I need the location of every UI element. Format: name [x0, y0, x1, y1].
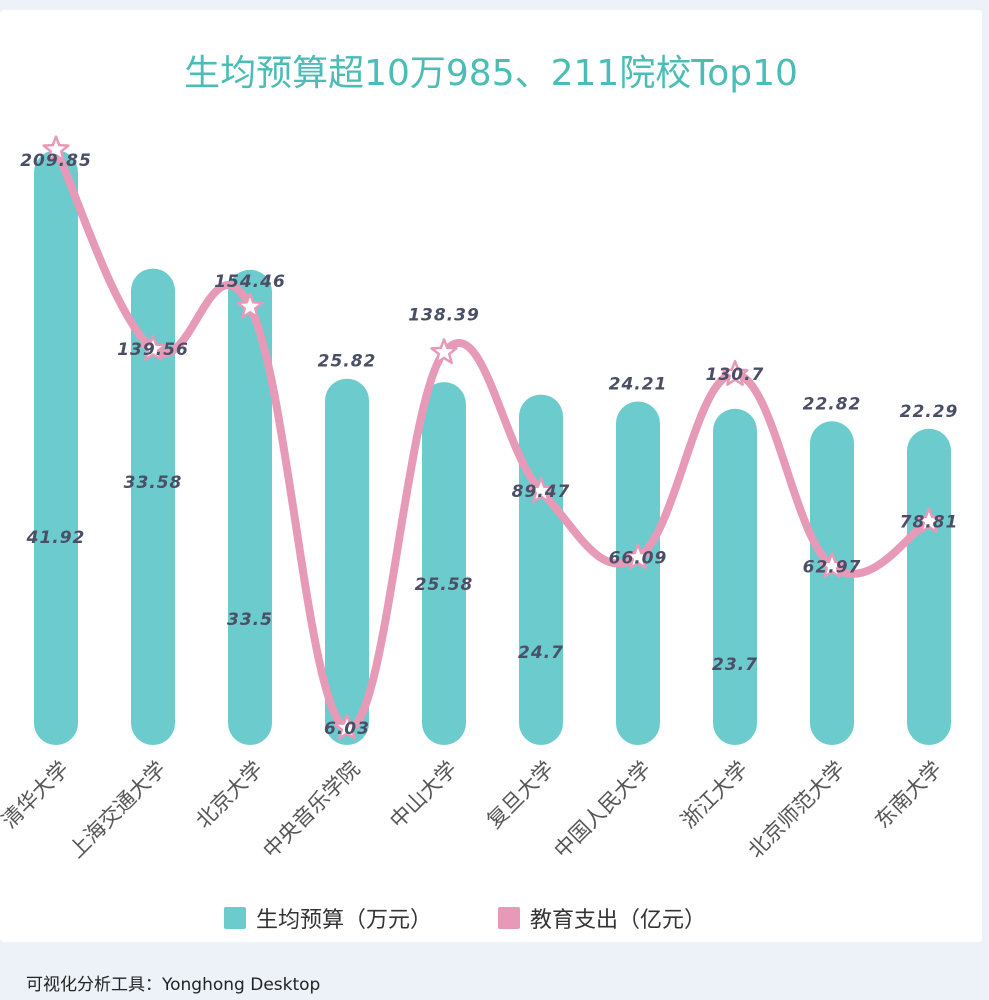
bar-北京大学: [228, 269, 272, 745]
line-value-label-中央音乐学院: 6.03: [324, 719, 370, 739]
bar-中国人民大学: [616, 401, 660, 745]
bar-value-label-中国人民大学: 24.21: [609, 375, 668, 395]
line-value-label-中国人民大学: 66.09: [609, 548, 668, 568]
line-marker-东南大学: [915, 507, 943, 534]
line-value-label-浙江大学: 130.7: [706, 365, 765, 385]
category-label-中国人民大学: 中国人民大学: [549, 757, 655, 863]
category-label-北京师范大学: 北京师范大学: [743, 757, 849, 863]
bar-value-label-清华大学: 41.92: [26, 528, 86, 548]
line-marker-中央音乐学院: [333, 713, 361, 740]
category-label-上海交通大学: 上海交通大学: [64, 757, 170, 863]
category-label-复旦大学: 复旦大学: [482, 757, 558, 833]
bar-北京师范大学: [810, 421, 854, 745]
bar-清华大学: [34, 150, 78, 745]
chart: 生均预算超10万985、211院校Top10 41.92 33.58 33.5 25.…: [0, 53, 959, 933]
line-value-label-上海交通大学: 139.56: [117, 340, 189, 360]
line-value-label-清华大学: 209.85: [20, 151, 92, 171]
bar-value-label-复旦大学: 24.7: [518, 643, 564, 663]
line-series-教育支出: [52, 145, 933, 732]
category-label-北京大学: 北京大学: [191, 757, 267, 833]
line-value-label-中山大学: 138.39: [408, 305, 480, 325]
category-label-东南大学: 东南大学: [870, 757, 946, 833]
line-marker-清华大学: [42, 135, 70, 162]
bar-label-layer: 41.92 33.58 33.5 25.82 25.58 24.7 24.21 23.7 22.…: [26, 352, 959, 675]
bar-中央音乐学院: [325, 378, 369, 745]
bar-value-label-东南大学: 22.29: [900, 402, 959, 422]
line-marker-layer: [42, 135, 943, 740]
bar-东南大学: [907, 428, 951, 745]
line-marker-北京大学: [236, 292, 264, 319]
line-value-label-北京大学: 154.46: [214, 272, 286, 292]
line-marker-中山大学: [430, 338, 458, 365]
legend-swatch-bar: [224, 907, 246, 929]
bar-value-label-中山大学: 25.58: [415, 575, 474, 595]
line-marker-北京师范大学: [818, 552, 846, 579]
bar-layer: [34, 150, 951, 745]
line-marker-中国人民大学: [624, 543, 652, 570]
line-value-label-北京师范大学: 62.97: [803, 557, 862, 577]
bar-value-label-北京师范大学: 22.82: [803, 394, 862, 414]
bar-value-label-中央音乐学院: 25.82: [318, 352, 377, 372]
chart-card: 生均预算超10万985、211院校Top10 41.92 33.58 33.5 25.…: [0, 10, 982, 942]
line-label-layer: 209.85 139.56 154.46 6.03 138.39 89.47 66.09 13…: [20, 151, 959, 739]
line-marker-上海交通大学: [139, 334, 167, 361]
line-value-label-东南大学: 78.81: [900, 512, 959, 532]
footer-credit: 可视化分析工具：Yonghong Desktop: [26, 975, 321, 995]
bar-复旦大学: [519, 394, 563, 745]
legend-label-line: 教育支出（亿元）: [530, 908, 706, 933]
bar-value-label-北京大学: 33.5: [227, 610, 273, 630]
line-marker-复旦大学: [527, 476, 555, 503]
bar-value-label-上海交通大学: 33.58: [124, 473, 183, 493]
legend: 生均预算（万元） 教育支出（亿元）: [224, 907, 706, 933]
category-label-清华大学: 清华大学: [0, 757, 74, 833]
bar-value-label-浙江大学: 23.7: [712, 655, 758, 675]
chart-title: 生均预算超10万985、211院校Top10: [184, 53, 798, 94]
category-label-中山大学: 中山大学: [385, 757, 461, 833]
line-marker-浙江大学: [721, 359, 749, 386]
bar-浙江大学: [713, 408, 757, 745]
line-value-label-复旦大学: 89.47: [512, 482, 571, 502]
category-label-中央音乐学院: 中央音乐学院: [258, 757, 364, 863]
bar-中山大学: [422, 382, 466, 745]
legend-label-bar: 生均预算（万元）: [256, 908, 432, 933]
legend-swatch-line: [498, 907, 520, 929]
bar-上海交通大学: [131, 268, 175, 745]
category-label-浙江大学: 浙江大学: [676, 757, 752, 833]
